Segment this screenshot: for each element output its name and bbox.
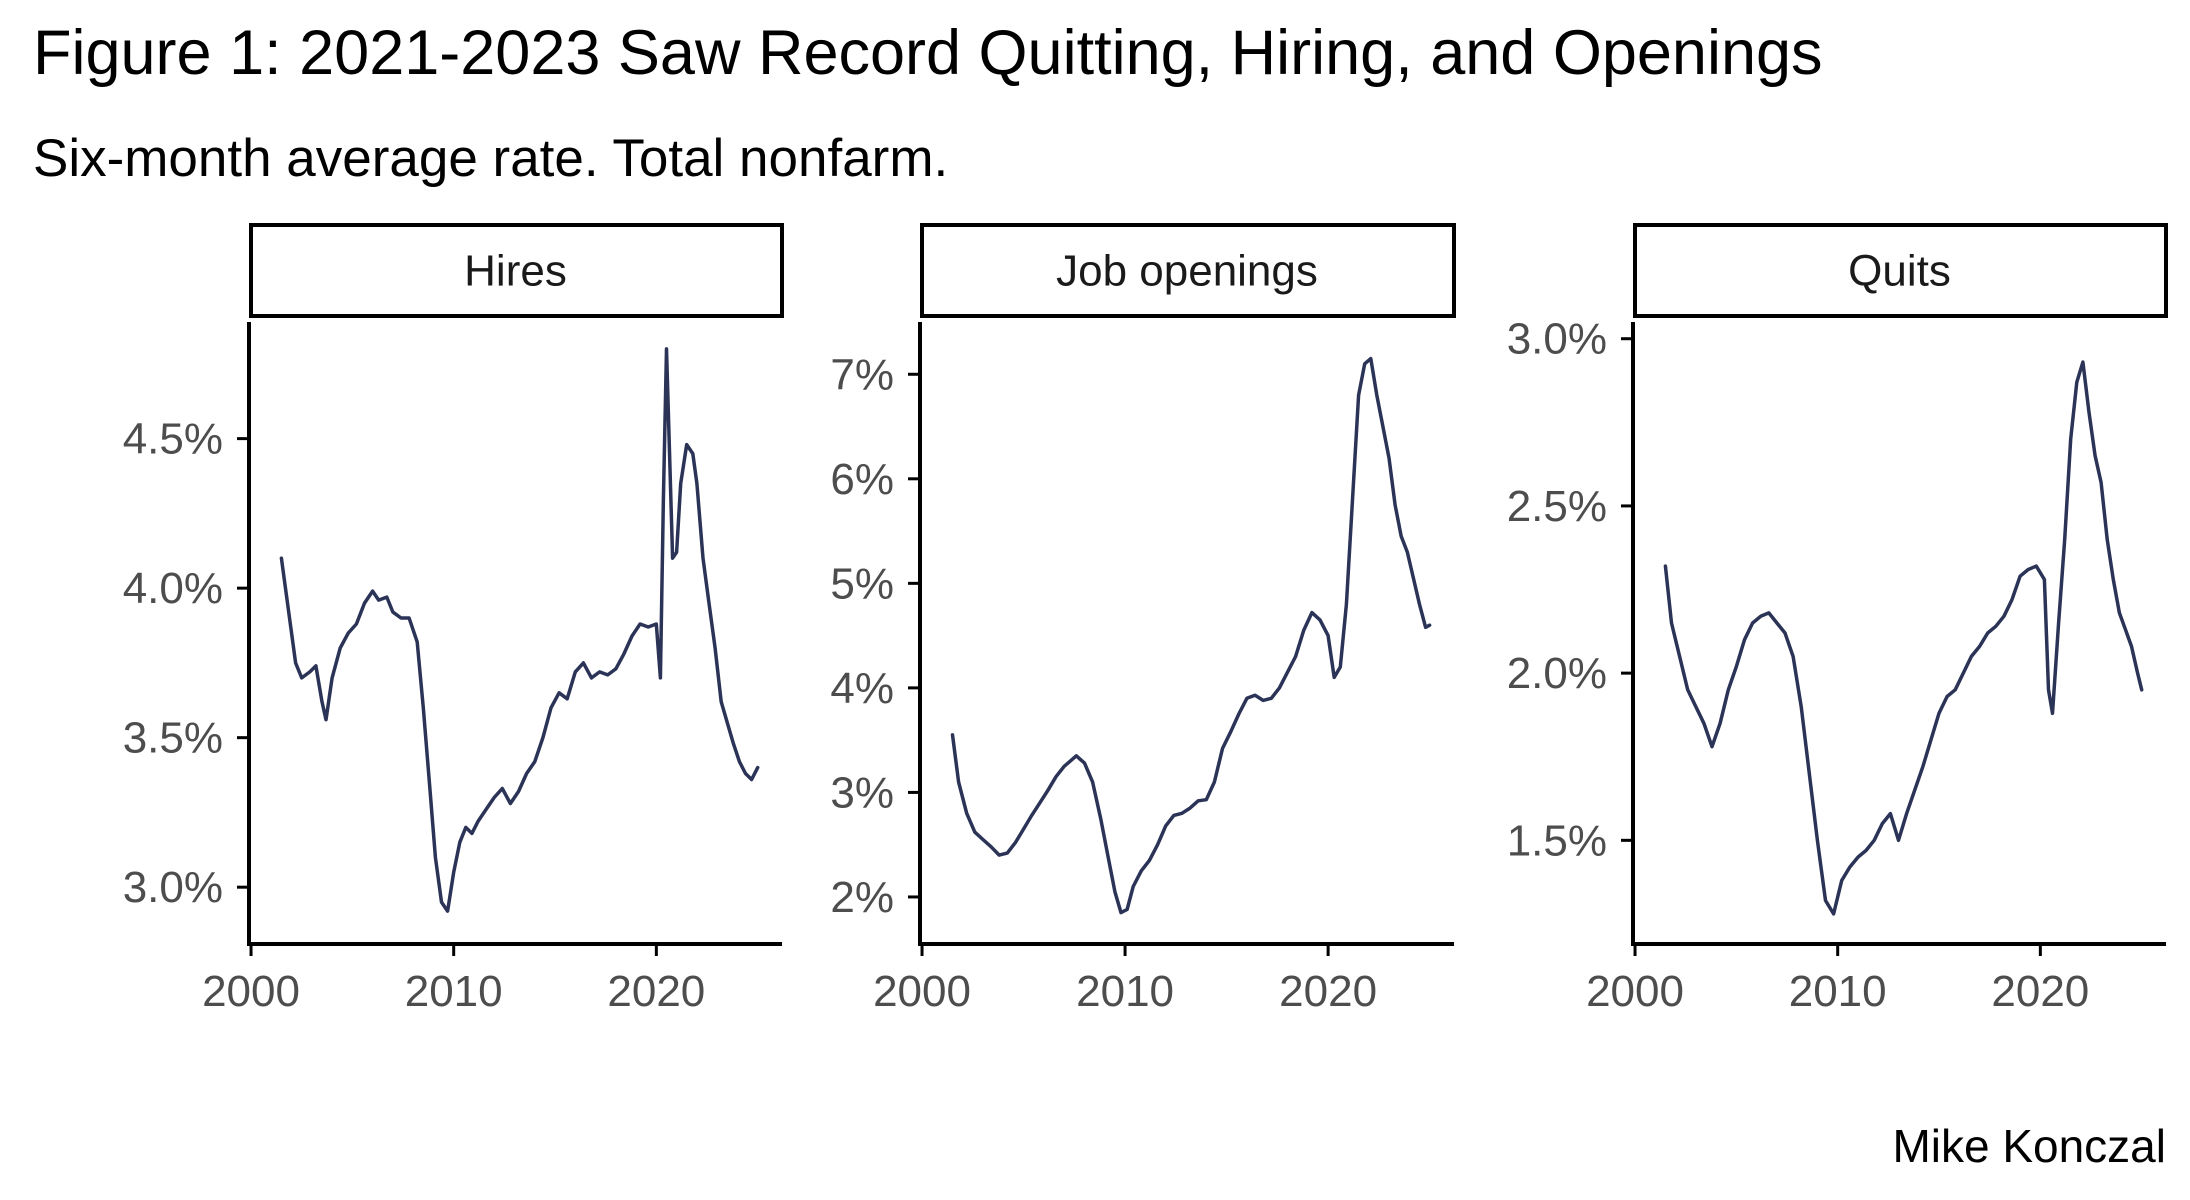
page-title: Figure 1: 2021-2023 Saw Record Quitting,…	[33, 18, 1823, 88]
y-tick-label: 4.0%	[123, 564, 223, 613]
x-tick-label: 2020	[1279, 967, 1377, 1016]
x-tick-label: 2010	[1789, 967, 1887, 1016]
x-tick-label: 2020	[1991, 967, 2089, 1016]
x-tick-label: 2000	[873, 967, 971, 1016]
facet-strip	[1633, 223, 2168, 318]
page-subtitle: Six-month average rate. Total nonfarm.	[33, 129, 949, 188]
y-tick-label: 6%	[830, 455, 894, 504]
y-tick-label: 3.5%	[123, 714, 223, 763]
facet-label: Hires	[464, 247, 567, 296]
facet-strip	[920, 223, 1456, 318]
y-tick-label: 4%	[830, 664, 894, 713]
facet-label: Job openings	[1056, 247, 1318, 296]
y-tick-label: 3.0%	[1507, 315, 1607, 364]
y-tick-label: 7%	[830, 350, 894, 399]
y-tick-label: 2.0%	[1507, 649, 1607, 698]
y-tick-label: 3.0%	[123, 863, 223, 912]
panel-hires: Hires 3.0% 3.5% 4.0% 4.5% 2000 2010 2020	[123, 223, 784, 1016]
x-tick-label: 2020	[607, 967, 705, 1016]
y-tick-label: 1.5%	[1507, 816, 1607, 865]
series-line-hires	[279, 347, 760, 913]
x-tick-label: 2010	[1076, 967, 1174, 1016]
panel-quits: Quits 1.5% 2.0% 2.5% 3.0% 2000 2010 2020	[1507, 223, 2168, 1016]
series-line-quits	[1663, 360, 2144, 916]
y-tick-label: 4.5%	[123, 415, 223, 464]
panel-job-openings: Job openings 2% 3% 4% 5% 6% 7% 2000 2010 2020	[830, 223, 1456, 1016]
y-tick-label: 2.5%	[1507, 482, 1607, 531]
series-line-job-openings	[950, 356, 1432, 915]
facet-label: Quits	[1848, 247, 1951, 296]
x-tick-label: 2000	[1586, 967, 1684, 1016]
y-tick-label: 3%	[830, 768, 894, 817]
x-tick-label: 2010	[405, 967, 503, 1016]
author-caption: Mike Konczal	[1892, 1120, 2166, 1172]
x-tick-label: 2000	[202, 967, 300, 1016]
y-tick-label: 5%	[830, 559, 894, 608]
y-tick-label: 2%	[830, 873, 894, 922]
facet-strip	[249, 223, 784, 318]
